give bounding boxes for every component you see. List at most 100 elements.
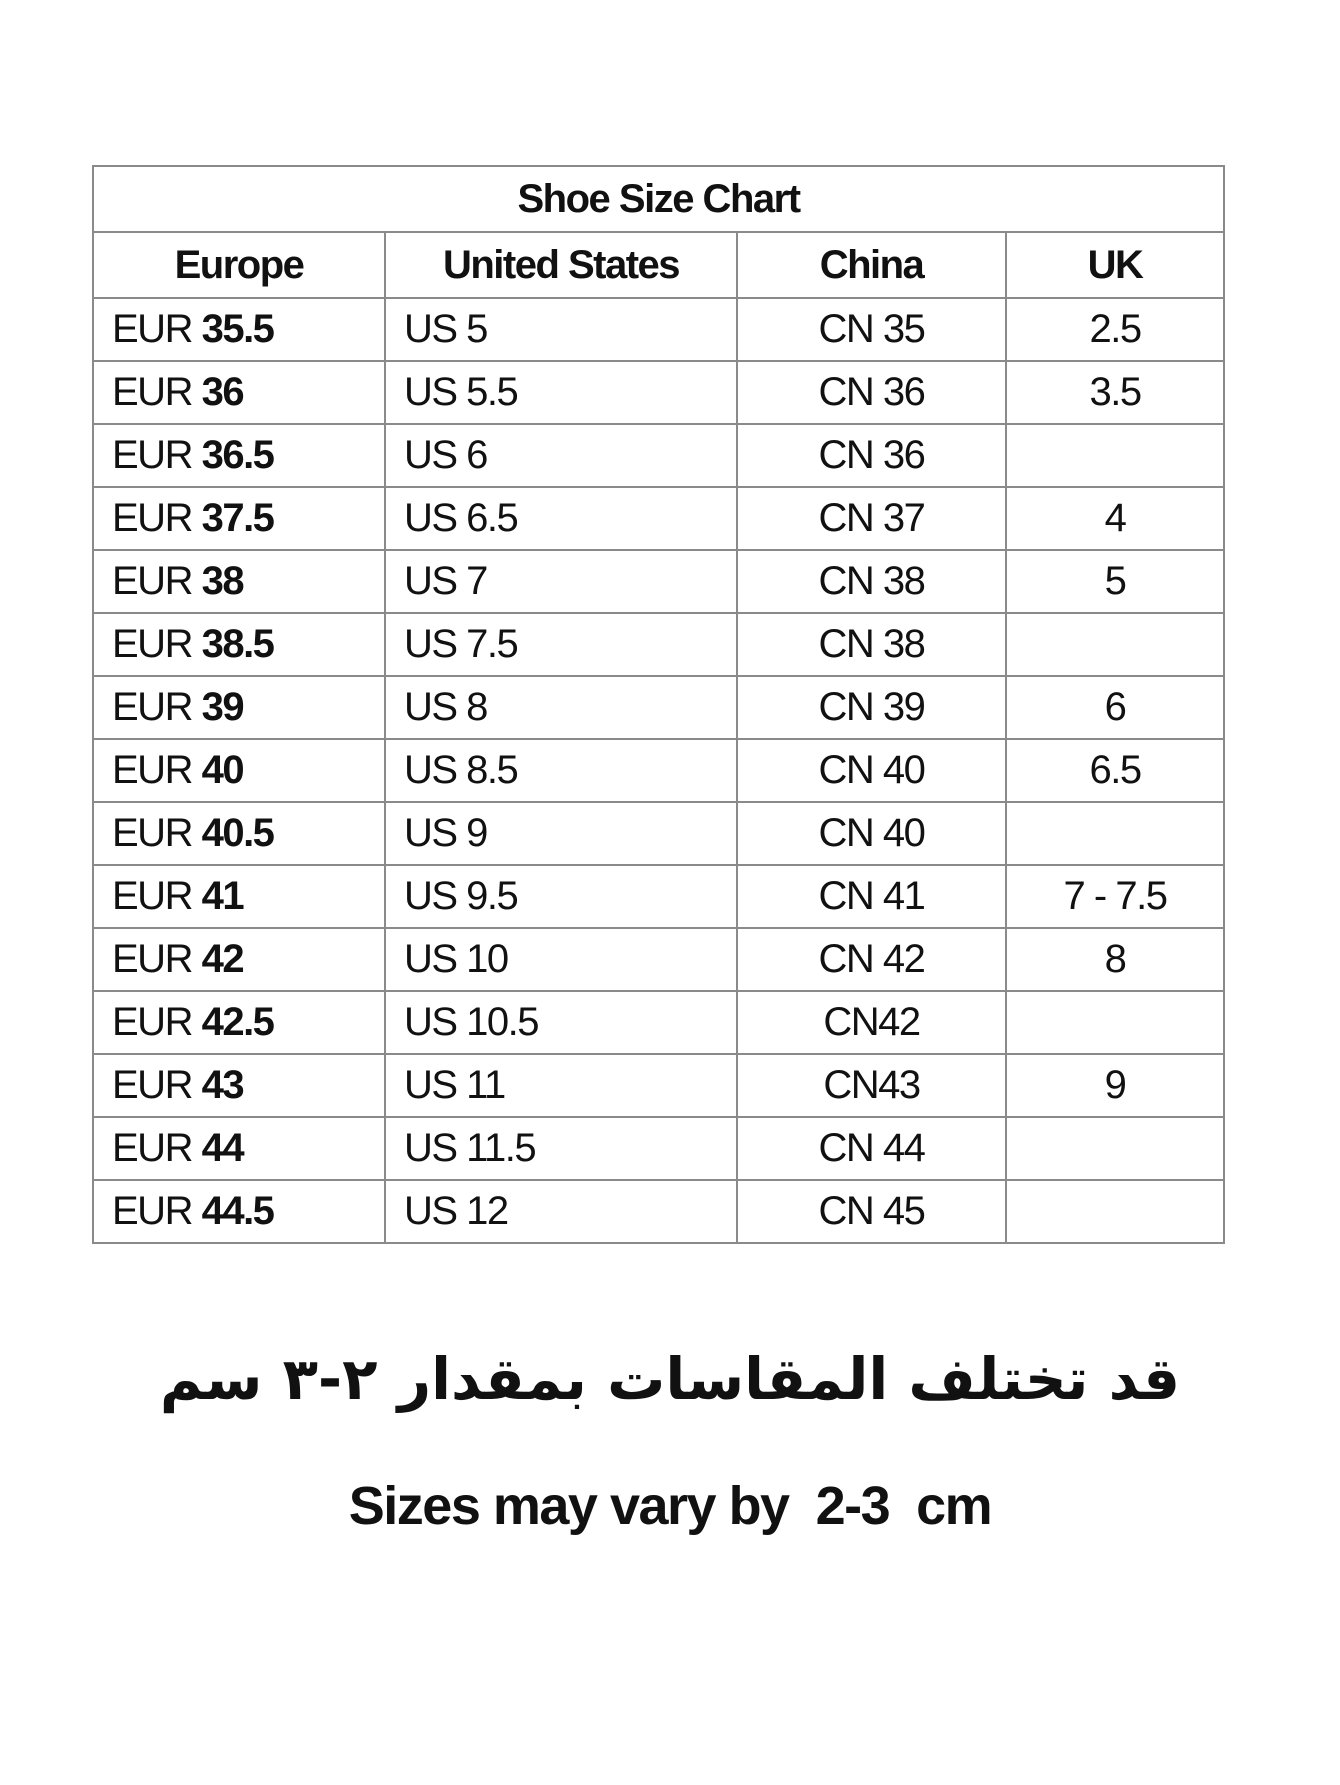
- eur-prefix: EUR: [112, 496, 193, 540]
- cell-us: US 8.5: [384, 738, 738, 803]
- cell-china: CN 44: [736, 1116, 1007, 1181]
- eur-size: 42.5: [201, 1000, 275, 1044]
- cell-europe: EUR 35.5: [92, 297, 386, 362]
- cell-us: US 6: [384, 423, 738, 488]
- size-note-arabic: قد تختلف المقاسات بمقدار ٢-٣ سم: [159, 1345, 1182, 1413]
- eur-prefix: EUR: [112, 1000, 193, 1044]
- cell-uk: [1004, 1116, 1226, 1181]
- eur-prefix: EUR: [112, 559, 193, 603]
- cell-china: CN 37: [736, 486, 1007, 551]
- cell-china: CN43: [736, 1053, 1007, 1118]
- eur-prefix: EUR: [112, 937, 193, 981]
- table-title: Shoe Size Chart: [91, 165, 1226, 233]
- shoe-size-table: Shoe Size Chart Europe United States Chi…: [91, 165, 1226, 1244]
- eur-size: 39: [201, 685, 245, 729]
- cell-china: CN 38: [736, 549, 1007, 614]
- cell-uk: 8: [1004, 927, 1226, 992]
- cell-uk: 3.5: [1004, 360, 1226, 425]
- cell-europe: EUR 44.5: [92, 1179, 386, 1244]
- cell-europe: EUR 37.5: [92, 486, 386, 551]
- cell-uk: 6.5: [1004, 738, 1226, 803]
- cell-china: CN 39: [736, 675, 1007, 740]
- eur-size: 38: [201, 559, 245, 603]
- table-row: EUR 37.5 US 6.5 CN 37 4: [92, 486, 1226, 551]
- cell-china: CN 36: [736, 360, 1007, 425]
- cell-us: US 6.5: [384, 486, 738, 551]
- cell-us: US 7: [384, 549, 738, 614]
- cell-us: US 11: [384, 1053, 738, 1118]
- eur-size: 38.5: [201, 622, 275, 666]
- cell-europe: EUR 40.5: [92, 801, 386, 866]
- size-note-english: Sizes may vary by 2-3 cm: [348, 1476, 993, 1536]
- table-row: EUR 36 US 5.5 CN 36 3.5: [92, 360, 1226, 425]
- cell-china: CN 45: [736, 1179, 1007, 1244]
- cell-uk: [1004, 423, 1226, 488]
- cell-uk: 4: [1004, 486, 1226, 551]
- eur-prefix: EUR: [112, 874, 193, 918]
- eur-size: 40: [201, 748, 245, 792]
- cell-china: CN 36: [736, 423, 1007, 488]
- table-row: EUR 42.5 US 10.5 CN42: [92, 990, 1226, 1055]
- cell-us: US 8: [384, 675, 738, 740]
- eur-prefix: EUR: [112, 685, 193, 729]
- table-row: EUR 36.5 US 6 CN 36: [92, 423, 1226, 488]
- cell-china: CN 42: [736, 927, 1007, 992]
- cell-us: US 9: [384, 801, 738, 866]
- cell-uk: 9: [1004, 1053, 1226, 1118]
- cell-europe: EUR 38.5: [92, 612, 386, 677]
- eur-size: 36: [201, 370, 245, 414]
- cell-us: US 12: [384, 1179, 738, 1244]
- cell-china: CN 40: [736, 801, 1007, 866]
- column-header-uk: UK: [1004, 231, 1226, 299]
- column-header-us: United States: [384, 231, 738, 299]
- eur-prefix: EUR: [112, 1126, 193, 1170]
- cell-uk: [1004, 990, 1226, 1055]
- cell-us: US 5: [384, 297, 738, 362]
- eur-prefix: EUR: [112, 1189, 193, 1233]
- column-header-europe: Europe: [92, 231, 386, 299]
- cell-europe: EUR 42: [92, 927, 386, 992]
- cell-europe: EUR 38: [92, 549, 386, 614]
- cell-europe: EUR 36: [92, 360, 386, 425]
- eur-prefix: EUR: [112, 307, 193, 351]
- eur-size: 41: [201, 874, 245, 918]
- cell-uk: [1004, 801, 1226, 866]
- eur-prefix: EUR: [112, 1063, 193, 1107]
- eur-prefix: EUR: [112, 811, 193, 855]
- cell-europe: EUR 41: [92, 864, 386, 929]
- table-row: EUR 38.5 US 7.5 CN 38: [92, 612, 1226, 677]
- cell-uk: 7 - 7.5: [1004, 864, 1226, 929]
- cell-us: US 5.5: [384, 360, 738, 425]
- table-row: EUR 42 US 10 CN 42 8: [92, 927, 1226, 992]
- cell-uk: 6: [1004, 675, 1226, 740]
- cell-europe: EUR 44: [92, 1116, 386, 1181]
- cell-uk: 5: [1004, 549, 1226, 614]
- cell-uk: [1004, 1179, 1226, 1244]
- cell-europe: EUR 39: [92, 675, 386, 740]
- cell-europe: EUR 42.5: [92, 990, 386, 1055]
- eur-prefix: EUR: [112, 622, 193, 666]
- table-row: EUR 38 US 7 CN 38 5: [92, 549, 1226, 614]
- eur-prefix: EUR: [112, 433, 193, 477]
- cell-us: US 9.5: [384, 864, 738, 929]
- eur-size: 37.5: [201, 496, 275, 540]
- eur-size: 35.5: [201, 307, 275, 351]
- cell-us: US 7.5: [384, 612, 738, 677]
- eur-size: 36.5: [201, 433, 275, 477]
- table-row: EUR 40.5 US 9 CN 40: [92, 801, 1226, 866]
- cell-china: CN 40: [736, 738, 1007, 803]
- cell-europe: EUR 43: [92, 1053, 386, 1118]
- table-row: EUR 41 US 9.5 CN 41 7 - 7.5: [92, 864, 1226, 929]
- cell-china: CN 35: [736, 297, 1007, 362]
- eur-size: 42: [201, 937, 245, 981]
- column-header-china: China: [736, 231, 1007, 299]
- cell-china: CN 38: [736, 612, 1007, 677]
- table-row: EUR 43 US 11 CN43 9: [92, 1053, 1226, 1118]
- table-row: EUR 44.5 US 12 CN 45: [92, 1179, 1226, 1244]
- cell-us: US 10.5: [384, 990, 738, 1055]
- table-row: EUR 44 US 11.5 CN 44: [92, 1116, 1226, 1181]
- eur-prefix: EUR: [112, 748, 193, 792]
- cell-us: US 10: [384, 927, 738, 992]
- eur-size: 44.5: [201, 1189, 275, 1233]
- cell-us: US 11.5: [384, 1116, 738, 1181]
